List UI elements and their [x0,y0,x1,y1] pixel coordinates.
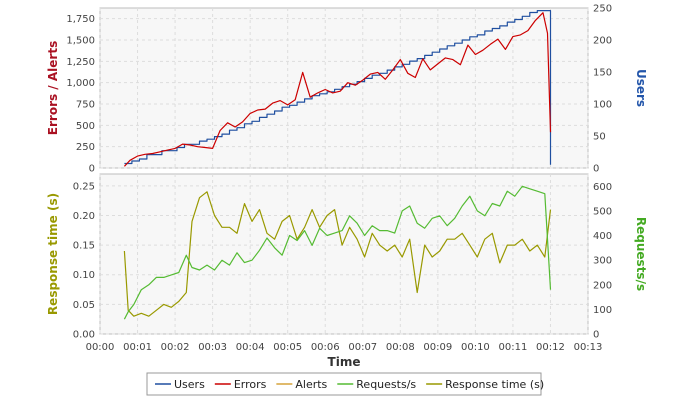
series-line-users [124,10,552,165]
series-line-response-time-s [123,191,552,317]
right-tick-label: 0 [593,164,599,175]
x-tick-label: 00:00 [86,342,115,353]
legend-items: Users Errors Alerts Requests/s Response time… [155,378,544,391]
left-tick-label: 0.20 [73,211,95,222]
bottom-plot-area [99,173,589,335]
top-right-axis-title: Users [634,69,648,107]
legend-label: Errors [234,378,267,391]
x-tick-label: 00:05 [273,342,302,353]
left-tick-label: 0.15 [73,241,95,252]
right-tick-label: 500 [593,206,612,217]
x-tick-labels: 00:00 00:01 00:02 00:03 00:04 00:05 00:06 00:07… [86,342,603,353]
right-tick-label: 50 [593,132,606,143]
left-tick-label: 1,500 [66,36,95,47]
bottom-left-tick-labels: 0.00 0.05 0.10 0.15 0.20 0.25 [73,181,95,340]
right-tick-label: 250 [593,4,612,15]
bottom-left-axis-title: Response time (s) [46,193,60,315]
top-left-axis-title: Errors / Alerts [46,41,60,135]
x-tick-label: 00:08 [386,342,415,353]
right-tick-label: 200 [593,280,612,291]
bottom-right-tick-labels: 0 100 200 300 400 500 600 [593,182,612,341]
left-tick-label: 0.10 [73,270,95,281]
left-tick-label: 1,000 [66,78,95,89]
right-tick-label: 150 [593,68,612,79]
right-tick-label: 200 [593,36,612,47]
bottom-right-axis-title: Requests/s [634,217,648,291]
legend: Users Errors Alerts Requests/s Response time… [146,372,544,396]
x-tick-label: 00:10 [461,342,490,353]
left-tick-label: 1,250 [66,57,95,68]
left-tick-label: 0.25 [73,181,95,192]
bottom-panel: 0.00 0.05 0.10 0.15 0.20 0.25 0 100 200 300 400 50… [46,173,648,369]
top-left-tick-labels: 0 250 500 750 1,000 1,250 1,500 1,750 [66,14,95,174]
x-tick-label: 00:06 [311,342,340,353]
x-tick-label: 00:07 [348,342,377,353]
right-tick-label: 300 [593,256,612,267]
x-tick-label: 00:01 [123,342,152,353]
top-series [123,10,552,167]
left-tick-label: 0.00 [73,330,95,341]
x-tick-label: 00:13 [574,342,603,353]
x-tick-label: 00:11 [499,342,528,353]
legend-label: Requests/s [356,378,416,391]
left-tick-label: 250 [76,142,95,153]
x-tick-label: 00:02 [161,342,190,353]
legend-label: Alerts [295,378,327,391]
series-line-requests-s [123,185,552,320]
right-tick-label: 600 [593,182,612,193]
bottom-series [123,185,552,320]
x-axis-title: Time [328,355,361,369]
series-line-errors [123,12,552,167]
top-right-tick-labels: 0 50 100 150 200 250 [593,4,612,175]
x-tick-label: 00:12 [536,342,565,353]
left-tick-label: 1,750 [66,14,95,25]
right-tick-label: 100 [593,100,612,111]
left-tick-label: 0 [89,164,95,175]
right-tick-label: 100 [593,305,612,316]
right-tick-label: 0 [593,330,599,341]
x-tick-label: 00:09 [423,342,452,353]
legend-label: Users [174,378,205,391]
left-tick-label: 500 [76,121,95,132]
x-tick-label: 00:03 [198,342,227,353]
left-tick-label: 0.05 [73,300,95,311]
legend-label: Response time (s) [445,378,544,391]
x-tick-label: 00:04 [236,342,265,353]
left-tick-label: 750 [76,100,95,111]
top-plot-area [99,7,589,169]
right-tick-label: 400 [593,231,612,242]
top-panel: 0 250 500 750 1,000 1,250 1,500 1,750 0 50 100 150… [46,4,648,175]
